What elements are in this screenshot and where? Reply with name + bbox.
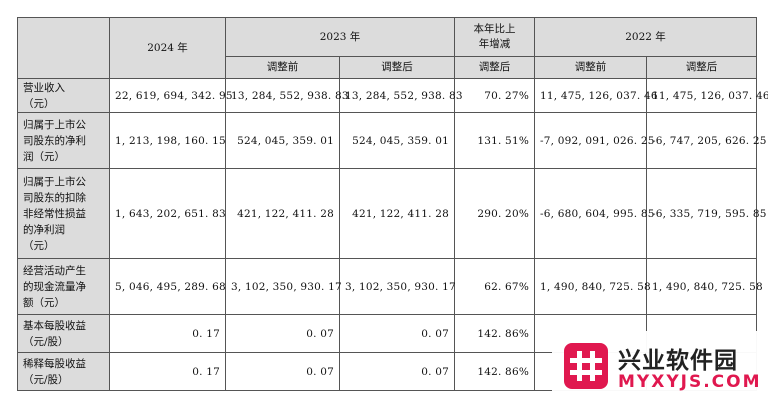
header-year-2022: 2022 年 <box>534 17 757 57</box>
value-cell: 13, 284, 552, 938. 83 <box>225 78 349 113</box>
header-corner-cell <box>17 17 110 79</box>
header-year-2023: 2023 年 <box>225 17 455 57</box>
hash-logo-icon <box>564 343 608 389</box>
row-label-line: 司股东的净利 <box>23 134 86 147</box>
value-cell: 1, 490, 840, 725. 58 <box>646 258 763 315</box>
row-label-line: （元） <box>23 239 55 252</box>
table-row: 归属于上市公 司股东的净利 润（元） 1, 213, 198, 160. 15 524,… <box>17 112 766 169</box>
value-cell: 524, 045, 359. 01 <box>339 112 455 169</box>
row-label-line: 润（元） <box>23 150 65 163</box>
header-yoy-change: 本年比上 年增减 <box>454 17 535 57</box>
table-row: 归属于上市公 司股东的扣除 非经常性损益 的净利润 （元） 1, 643, 202, 65… <box>17 168 766 259</box>
value-cell: 11, 475, 126, 037. 46 <box>534 78 658 113</box>
row-label: 稀释每股收益 （元/股） <box>17 352 110 391</box>
header-change-after: 调整后 <box>454 56 535 79</box>
value-cell: -7, 092, 091, 026. 25 <box>534 112 654 169</box>
row-label: 归属于上市公 司股东的净利 润（元） <box>17 112 110 169</box>
header-year-2024: 2024 年 <box>109 17 226 79</box>
row-label-line: 额（元） <box>23 296 65 309</box>
value-cell: 0. 07 <box>339 352 455 391</box>
value-cell: 0. 07 <box>339 314 455 353</box>
row-label-line: 的净利润 <box>23 223 65 236</box>
watermark-text-en: MYXYJS.COM <box>618 372 762 392</box>
value-cell: 62. 67% <box>454 258 535 315</box>
row-label-line: 稀释每股收益 <box>23 357 86 370</box>
value-cell: 1, 643, 202, 651. 83 <box>109 168 226 259</box>
table-row: 经营活动产生 的现金流量净 额（元） 5, 046, 495, 289. 68 3, 1… <box>17 258 763 315</box>
row-label-line: 经营活动产生 <box>23 264 86 277</box>
row-label: 经营活动产生 的现金流量净 额（元） <box>17 258 110 315</box>
row-label-line: 营业收入 <box>23 81 65 94</box>
row-label: 归属于上市公 司股东的扣除 非经常性损益 的净利润 （元） <box>17 168 110 259</box>
value-cell: 11, 475, 126, 037. 46 <box>646 78 768 113</box>
value-cell: -6, 680, 604, 995. 85 <box>534 168 654 259</box>
value-cell: 5, 046, 495, 289. 68 <box>109 258 226 315</box>
table-row: 营业收入 （元） 22, 619, 694, 342. 95 13, 284, 552… <box>17 78 768 113</box>
row-label-line: 的现金流量净 <box>23 280 86 293</box>
header-2023-after: 调整后 <box>339 56 455 79</box>
value-cell: 70. 27% <box>454 78 535 113</box>
value-cell: 142. 86% <box>454 352 535 391</box>
value-cell: 3, 102, 350, 930. 17 <box>225 258 342 315</box>
value-cell: 524, 045, 359. 01 <box>225 112 340 169</box>
value-cell: -6, 335, 719, 595. 85 <box>646 168 766 259</box>
row-label: 基本每股收益 （元/股） <box>17 314 110 353</box>
row-label-line: 归属于上市公 <box>23 118 86 131</box>
row-label-line: 基本每股收益 <box>23 319 86 332</box>
header-yoy-line-1: 本年比上 <box>473 23 516 35</box>
row-label-line: 非经常性损益 <box>23 207 86 220</box>
value-cell: 421, 122, 411. 28 <box>225 168 340 259</box>
value-cell: -6, 747, 205, 626. 25 <box>646 112 766 169</box>
value-cell: 0. 07 <box>225 352 340 391</box>
value-cell: 22, 619, 694, 342. 95 <box>109 78 233 113</box>
value-cell: 421, 122, 411. 28 <box>339 168 455 259</box>
row-label-line: 司股东的扣除 <box>23 191 86 204</box>
row-label-line: （元） <box>23 97 55 110</box>
row-label-line: 归属于上市公 <box>23 175 86 188</box>
header-2023-before: 调整前 <box>225 56 340 79</box>
header-2022-before: 调整前 <box>534 56 647 79</box>
value-cell: 0. 17 <box>109 314 226 353</box>
watermark-overlay: 兴业软件园 MYXYJS.COM <box>552 331 768 403</box>
value-cell: 1, 213, 198, 160. 15 <box>109 112 226 169</box>
header-2022-after: 调整后 <box>646 56 757 79</box>
value-cell: 131. 51% <box>454 112 535 169</box>
row-label-line: （元/股） <box>23 335 69 348</box>
value-cell: 13, 284, 552, 938. 83 <box>339 78 463 113</box>
header-yoy-line-2: 年增减 <box>478 38 511 50</box>
row-label-line: （元/股） <box>23 373 69 386</box>
value-cell: 0. 07 <box>225 314 340 353</box>
value-cell: 1, 490, 840, 725. 58 <box>534 258 651 315</box>
value-cell: 0. 17 <box>109 352 226 391</box>
financial-summary-table: 2024 年 2023 年 本年比上 年增减 2022 年 调整前 调整后 调整… <box>17 17 768 391</box>
watermark-text-cn: 兴业软件园 <box>618 348 738 374</box>
row-label: 营业收入 （元） <box>17 78 110 113</box>
value-cell: 3, 102, 350, 930. 17 <box>339 258 456 315</box>
value-cell: 142. 86% <box>454 314 535 353</box>
value-cell: 290. 20% <box>454 168 535 259</box>
